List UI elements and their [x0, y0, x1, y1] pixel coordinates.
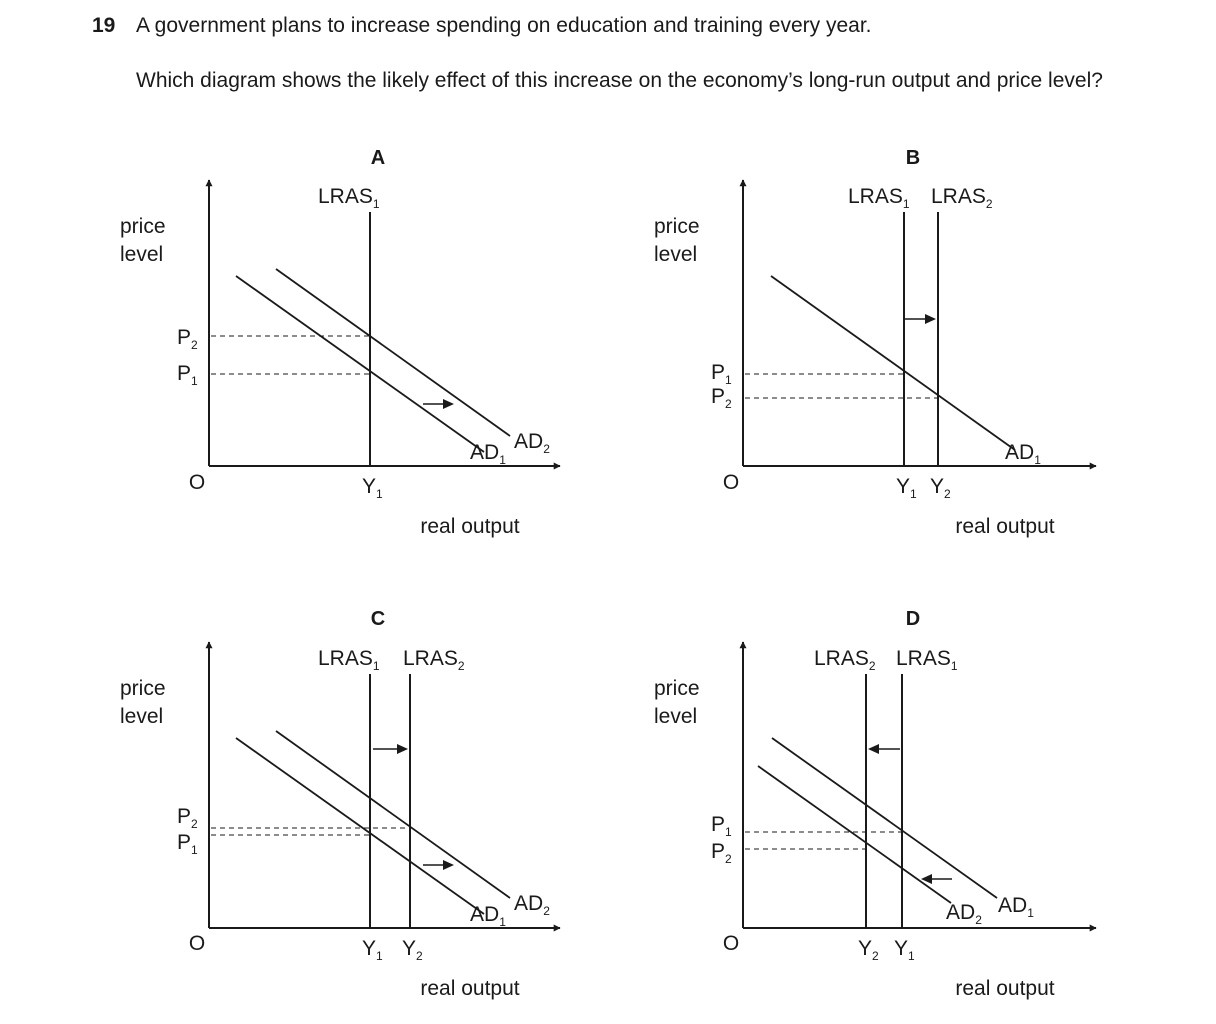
- origin-label: O: [723, 471, 739, 494]
- y2-label: Y2: [930, 475, 951, 501]
- lras-shift-arrowhead: [925, 314, 936, 324]
- y1-label: Y1: [362, 937, 383, 963]
- ad-shift-arrowhead: [921, 874, 932, 884]
- ad2-label: AD2: [514, 892, 550, 918]
- y-axis-label-line2: level: [654, 705, 697, 728]
- ad2-curve: [275, 730, 511, 899]
- x-axis-label: real output: [955, 977, 1054, 1000]
- lras2-label: LRAS2: [814, 647, 876, 673]
- option-label-a: A: [371, 147, 385, 169]
- ad1-curve: [235, 737, 485, 915]
- option-label-b: B: [906, 147, 920, 169]
- ad1-label: AD1: [998, 894, 1034, 920]
- p1-label: P1: [711, 813, 732, 839]
- question-stem: A government plans to increase spending …: [136, 14, 872, 37]
- p2-label: P2: [711, 840, 732, 866]
- y2-label: Y2: [402, 937, 423, 963]
- y-axis-label-line1: price: [120, 677, 166, 700]
- ad1-curve: [771, 737, 998, 899]
- y-axis-label-line1: price: [654, 215, 700, 238]
- question-prompt: Which diagram shows the likely effect of…: [136, 69, 1103, 92]
- ad2-label: AD2: [946, 901, 982, 927]
- origin-label: O: [189, 932, 205, 955]
- lras2-label: LRAS2: [931, 185, 993, 211]
- y1-label: Y1: [894, 937, 915, 963]
- x-axis-label: real output: [420, 977, 519, 1000]
- y1-label: Y1: [362, 475, 383, 501]
- p1-label: P1: [177, 831, 198, 857]
- ad2-label: AD2: [514, 430, 550, 456]
- x-axis-label: real output: [420, 515, 519, 538]
- lras1-label: LRAS1: [318, 185, 380, 211]
- ad1-label: AD1: [470, 903, 506, 929]
- option-label-d: D: [906, 608, 920, 630]
- lras-shift-arrowhead: [868, 744, 879, 754]
- diagram-c: C price level O real output LRAS1 LRAS2 …: [120, 608, 561, 1000]
- y-axis-label-line1: price: [654, 677, 700, 700]
- origin-label: O: [723, 932, 739, 955]
- lras1-label: LRAS1: [318, 647, 380, 673]
- ad1-label: AD1: [1005, 441, 1041, 467]
- diagram-b: B price level O real output LRAS1 LRAS2 …: [654, 147, 1097, 538]
- ad1-label: AD1: [470, 441, 506, 467]
- p1-label: P1: [177, 362, 198, 388]
- lras2-label: LRAS2: [403, 647, 465, 673]
- x-axis-label: real output: [955, 515, 1054, 538]
- ad2-curve: [757, 765, 952, 904]
- y-axis-label-line2: level: [120, 705, 163, 728]
- ad-shift-arrowhead: [443, 860, 454, 870]
- p2-label: P2: [177, 326, 198, 352]
- option-label-c: C: [371, 608, 385, 630]
- ad-shift-arrowhead: [443, 399, 454, 409]
- origin-label: O: [189, 471, 205, 494]
- lras1-label: LRAS1: [848, 185, 910, 211]
- ad1-curve: [770, 275, 1016, 451]
- y-axis-label-line2: level: [120, 243, 163, 266]
- ad1-curve: [235, 275, 485, 453]
- y-axis-label-line2: level: [654, 243, 697, 266]
- diagram-a: A price level O real output LRAS1 AD1 AD…: [120, 147, 561, 538]
- lras-shift-arrowhead: [397, 744, 408, 754]
- p2-label: P2: [711, 385, 732, 411]
- p2-label: P2: [177, 805, 198, 831]
- y2-label: Y2: [858, 937, 879, 963]
- ad2-curve: [275, 268, 511, 437]
- p1-label: P1: [711, 361, 732, 387]
- diagram-d: D price level O real output LRAS2 LRAS1 …: [654, 608, 1097, 1000]
- y-axis-label-line1: price: [120, 215, 166, 238]
- y1-label: Y1: [896, 475, 917, 501]
- question-number: 19: [92, 14, 116, 37]
- lras1-label: LRAS1: [896, 647, 958, 673]
